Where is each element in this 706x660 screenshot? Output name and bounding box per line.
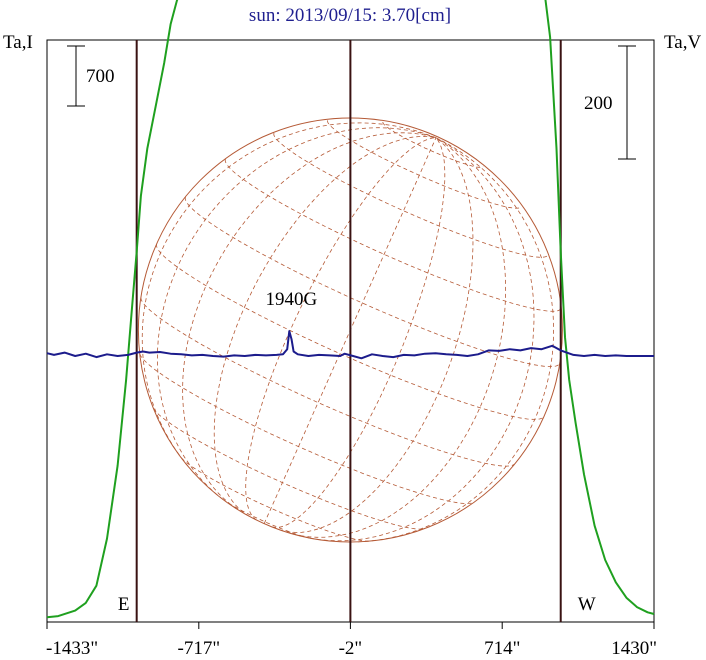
right-scale-bar: 200 xyxy=(584,45,636,160)
latitude-line xyxy=(181,457,369,542)
series-lines xyxy=(46,0,655,619)
limb-label-e: E xyxy=(118,594,130,615)
left-scale-bar: 700 xyxy=(67,45,115,107)
latitude-line xyxy=(140,297,515,467)
x-tick-label: -2" xyxy=(339,638,363,659)
left-axis-label: Ta,I xyxy=(3,32,33,53)
longitude-line xyxy=(245,137,437,521)
x-tick-label: -717" xyxy=(178,638,221,659)
x-axis-ticks: -1433" -717" -2" 714" 1430" xyxy=(46,622,657,659)
longitude-line xyxy=(272,137,446,528)
longitude-line xyxy=(156,127,437,500)
active-region-annotation: 1940G xyxy=(265,289,317,310)
longitude-line xyxy=(263,137,437,524)
chart-title: sun: 2013/09/15: 3.70[cm] xyxy=(249,5,451,26)
series-intensity-line xyxy=(46,0,655,619)
longitude-line xyxy=(357,137,555,543)
x-tick-label: 714" xyxy=(484,638,520,659)
right-axis-label: Ta,V xyxy=(664,32,701,53)
latitude-line xyxy=(139,353,474,504)
limb-label-w: W xyxy=(578,594,596,615)
latitude-line xyxy=(184,196,560,368)
left-scale-bar-label: 700 xyxy=(86,66,115,87)
longitude-line xyxy=(141,122,437,467)
right-scale-bar-label: 200 xyxy=(584,93,613,114)
x-tick-label: 1430" xyxy=(611,638,657,659)
x-tick-label: -1433" xyxy=(46,638,98,659)
longitude-line xyxy=(309,137,535,542)
longitude-line xyxy=(213,135,437,517)
solar-disk-grid xyxy=(137,117,563,543)
latitude-line xyxy=(153,408,425,530)
series-polarization-line xyxy=(46,330,654,360)
longitude-line xyxy=(279,137,474,533)
